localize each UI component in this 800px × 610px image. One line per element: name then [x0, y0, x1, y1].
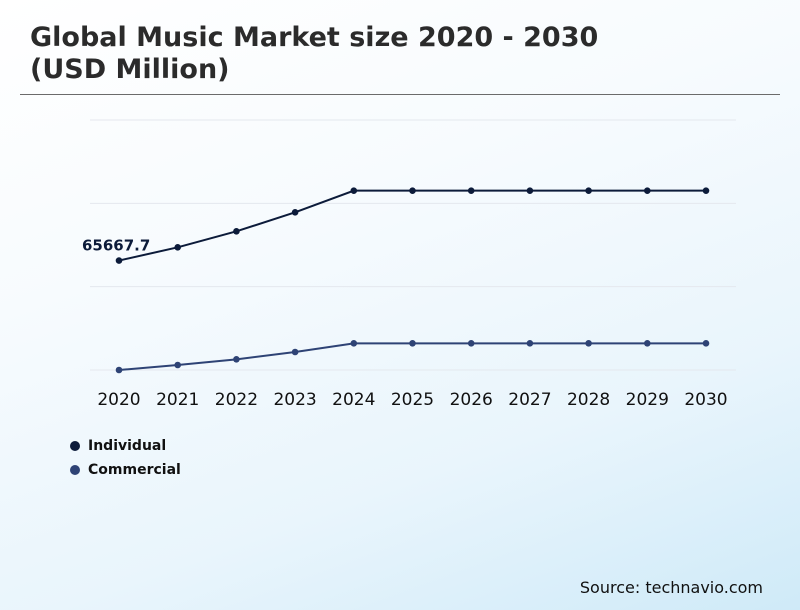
data-point-individual-2023[interactable] — [291, 209, 299, 216]
data-point-individual-2022[interactable] — [233, 228, 240, 235]
data-point-commercial-2021[interactable] — [174, 361, 181, 369]
legend-marker-individual — [70, 441, 80, 451]
data-label: 65667.7 — [82, 237, 150, 255]
x-tick-label-2029: 2029 — [626, 390, 669, 410]
x-tick-label-2022: 2022 — [215, 390, 258, 410]
data-point-individual-2020[interactable] — [115, 257, 123, 264]
data-point-individual-2024[interactable] — [350, 187, 358, 194]
legend-label-individual: Individual — [88, 438, 167, 454]
legend-item-individual[interactable]: Individual — [70, 434, 181, 458]
data-point-commercial-2026[interactable] — [467, 340, 475, 347]
source-note: Source: technavio.com — [579, 578, 763, 597]
x-tick-label-2026: 2026 — [450, 390, 493, 410]
x-tick-label-2025: 2025 — [391, 390, 434, 410]
legend-label-commercial: Commercial — [88, 462, 181, 478]
data-point-individual-2029[interactable] — [644, 187, 651, 194]
title-divider — [20, 94, 780, 95]
data-point-individual-2027[interactable] — [526, 187, 534, 194]
legend-marker-commercial — [70, 465, 80, 475]
legend: Individual Commercial — [70, 434, 181, 482]
x-axis-tick-labels: 2020 2021 2022 2023 2024 2025 2026 2027 2028 2029… — [97, 390, 727, 410]
data-point-individual-2021[interactable] — [174, 244, 181, 251]
data-point-individual-2030[interactable] — [702, 187, 710, 194]
x-tick-label-2020: 2020 — [97, 390, 140, 410]
x-tick-label-2028: 2028 — [567, 390, 610, 410]
x-tick-label-2021: 2021 — [156, 390, 199, 410]
data-point-individual-2028[interactable] — [585, 187, 592, 194]
x-tick-label-2023: 2023 — [273, 390, 316, 410]
line-chart: 65667.7 2020 2021 2022 2023 2024 2025 2026 2027… — [82, 119, 736, 410]
data-point-commercial-2030[interactable] — [702, 340, 710, 347]
x-tick-label-2030: 2030 — [684, 390, 727, 410]
series-line-commercial — [118, 342, 706, 371]
data-point-commercial-2028[interactable] — [585, 340, 592, 347]
data-point-commercial-2024[interactable] — [350, 340, 358, 347]
data-point-commercial-2029[interactable] — [644, 340, 651, 347]
series-line-individual — [118, 189, 706, 262]
x-tick-label-2024: 2024 — [332, 390, 375, 410]
x-tick-label-2027: 2027 — [508, 390, 551, 410]
data-point-commercial-2022[interactable] — [233, 356, 240, 363]
chart-title-line-2: (USD Million) — [30, 54, 230, 85]
data-points — [115, 187, 710, 374]
data-labels: 65667.7 — [82, 237, 150, 255]
data-point-individual-2026[interactable] — [467, 187, 475, 194]
data-point-commercial-2025[interactable] — [409, 340, 416, 347]
grid-lines — [90, 119, 736, 371]
legend-item-commercial[interactable]: Commercial — [70, 458, 181, 482]
data-point-individual-2025[interactable] — [409, 187, 416, 194]
chart-title: Global Music Market size 2020 - 2030 (US… — [30, 22, 750, 86]
chart-title-line-1: Global Music Market size 2020 - 2030 — [30, 22, 599, 53]
data-point-commercial-2023[interactable] — [291, 348, 299, 356]
data-point-commercial-2027[interactable] — [526, 340, 534, 347]
data-point-commercial-2020[interactable] — [115, 366, 123, 374]
